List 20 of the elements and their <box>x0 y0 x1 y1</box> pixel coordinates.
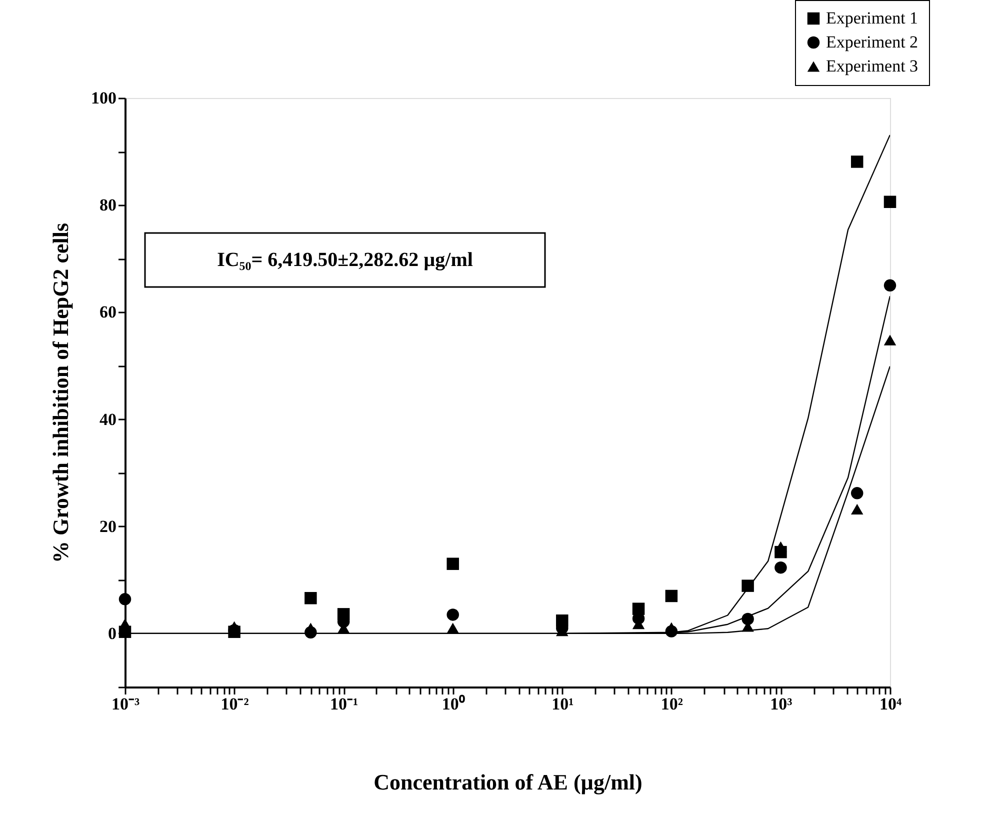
x-tick-label: 10² <box>660 694 683 714</box>
x-tick-label: 10¹ <box>552 694 574 714</box>
x-tick-label: 10³ <box>770 694 792 714</box>
y-tick-label: 60 <box>100 302 116 322</box>
y-tick-label: 100 <box>91 88 116 108</box>
y-tick-label: 40 <box>100 410 116 429</box>
y-tick-label: 80 <box>100 196 116 215</box>
x-tick-label: 10⁴ <box>879 694 902 714</box>
x-tick-label: 10⁰ <box>442 694 465 714</box>
x-tick-label: 10⁻² <box>220 694 249 714</box>
y-tick-label: 0 <box>108 624 116 643</box>
y-axis-title: % Growth inhibition of HepG2 cells <box>48 222 73 564</box>
x-tick-label: 10⁻¹ <box>330 694 358 714</box>
x-tick-label: 10⁻³ <box>111 694 140 714</box>
legend-label: Experiment 3 <box>826 56 918 76</box>
y-tick-label: 20 <box>100 516 116 536</box>
x-axis-title: Concentration of AE (µg/ml) <box>374 770 642 794</box>
annotation: IC₅₀= 6,419.50±2,282.62 µg/ml <box>217 249 474 271</box>
legend-label: Experiment 1 <box>826 8 918 28</box>
legend-label: Experiment 2 <box>826 32 918 52</box>
